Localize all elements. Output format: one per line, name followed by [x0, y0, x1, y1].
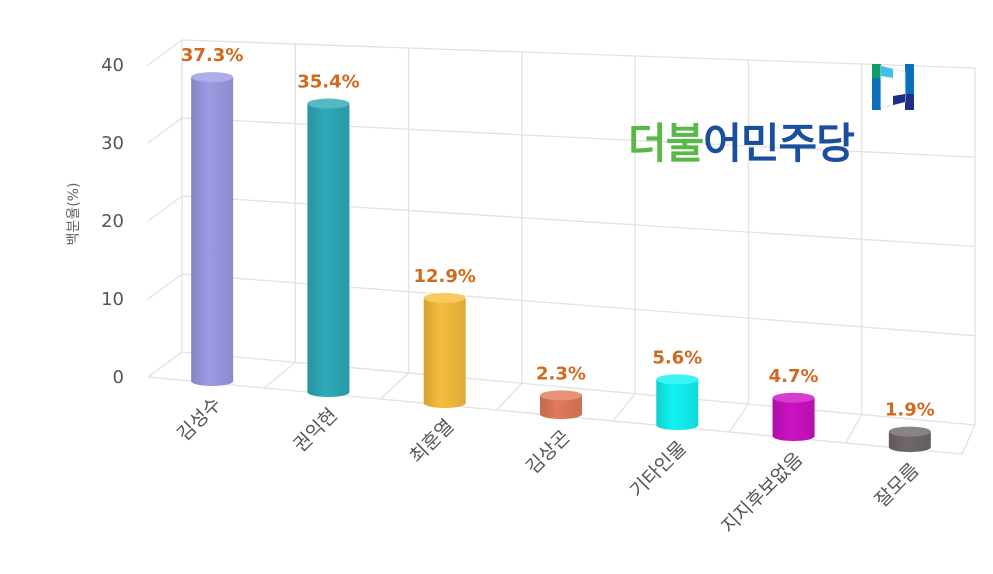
data-label: 35.4% — [297, 72, 359, 93]
gridline-floor — [496, 382, 523, 411]
gridline-y — [181, 195, 976, 248]
bar — [191, 72, 234, 387]
data-label: 5.6% — [652, 347, 702, 368]
y-axis: 0 10 20 30 40 — [101, 55, 124, 388]
x-tick-label: 잘모름 — [871, 459, 924, 512]
x-tick-label: 권익현 — [289, 404, 342, 457]
bar-top — [888, 426, 931, 437]
data-label: 37.3% — [181, 45, 243, 66]
party-logo-text-blue: 어민주당 — [703, 119, 855, 168]
gridline-side — [147, 195, 183, 222]
bar — [656, 374, 699, 431]
data-label: 4.7% — [769, 366, 819, 387]
bar-body — [540, 395, 582, 420]
party-logo: 더불어민주당 — [628, 62, 918, 172]
y-tick-label: 10 — [101, 289, 124, 310]
x-tick-label: 김상곤 — [522, 426, 575, 479]
y-tick-label: 0 — [113, 367, 124, 388]
bar-top — [772, 392, 815, 403]
bar — [307, 98, 350, 398]
gridline-floor — [612, 393, 636, 422]
party-logo-mark-icon — [872, 64, 914, 110]
bar-top — [656, 374, 699, 385]
party-logo-text: 더불어민주당 — [628, 110, 918, 171]
bar-body — [307, 103, 350, 398]
x-tick-label: 지지후보없음 — [717, 448, 807, 538]
gridline-floor — [728, 403, 749, 433]
bar-top — [307, 98, 350, 109]
data-label: 2.3% — [536, 363, 586, 384]
bar-body — [888, 431, 931, 453]
gridline-y — [181, 273, 976, 337]
bar-body — [191, 77, 234, 387]
bar-top — [191, 72, 234, 83]
bar-body — [772, 397, 815, 442]
data-label: 1.9% — [885, 400, 935, 421]
gridline-floor — [380, 372, 410, 400]
gridline-side — [147, 39, 183, 66]
gridline-floor — [961, 424, 976, 455]
x-tick-label: 김성수 — [173, 393, 226, 446]
y-axis-label: 백분율(%) — [66, 183, 82, 246]
bar — [772, 392, 815, 442]
bar — [888, 426, 931, 453]
bars — [191, 72, 931, 453]
y-tick-label: 20 — [101, 211, 124, 232]
y-tick-label: 40 — [101, 55, 124, 76]
bar-top — [540, 390, 582, 401]
gridline-floor — [263, 361, 296, 389]
data-labels: 37.3% 35.4% 12.9% 2.3% 5.6% 4.7% 1.9% — [181, 45, 935, 421]
bar-body — [656, 379, 699, 431]
party-logo-text-green: 더불 — [628, 119, 704, 168]
gridline-side — [147, 273, 183, 300]
y-tick-label: 30 — [101, 133, 124, 154]
x-tick-label: 최훈열 — [406, 415, 459, 468]
bar — [540, 390, 582, 420]
bar-body — [423, 297, 466, 409]
bar-top — [423, 292, 466, 303]
x-tick-label: 기타인물 — [626, 437, 691, 502]
data-label: 12.9% — [413, 266, 475, 287]
bar — [423, 292, 466, 409]
gridline-y — [181, 39, 976, 69]
gridline-side — [147, 117, 183, 144]
gridline-floor — [845, 414, 863, 444]
gridline-floor — [147, 351, 183, 378]
